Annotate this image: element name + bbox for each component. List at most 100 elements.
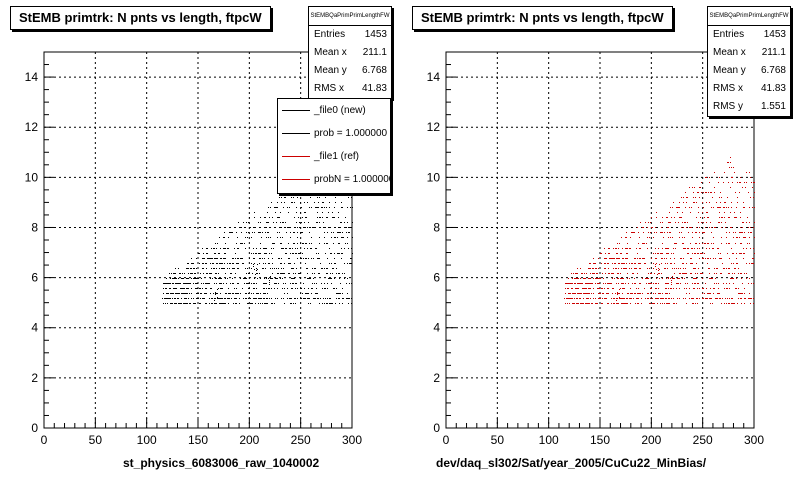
- scatter-point: [698, 192, 699, 193]
- scatter-point: [600, 253, 601, 254]
- scatter-point: [329, 227, 330, 228]
- scatter-point: [278, 283, 279, 284]
- scatter-point: [600, 298, 601, 299]
- scatter-point: [322, 212, 323, 213]
- scatter-point: [687, 253, 688, 254]
- scatter-point: [277, 207, 278, 208]
- scatter-point: [750, 248, 751, 249]
- x-tick-label: 150: [188, 433, 208, 447]
- scatter-point: [257, 293, 258, 294]
- scatter-point: [589, 303, 590, 304]
- scatter-point: [648, 273, 649, 274]
- scatter-point: [238, 248, 239, 249]
- scatter-point: [664, 232, 665, 233]
- scatter-point: [230, 293, 231, 294]
- scatter-point: [248, 283, 249, 284]
- scatter-point: [665, 263, 666, 264]
- scatter-point: [667, 303, 668, 304]
- scatter-point: [593, 263, 594, 264]
- scatter-point: [191, 293, 192, 294]
- scatter-point: [311, 237, 312, 238]
- scatter-point: [714, 273, 715, 274]
- scatter-point: [313, 278, 314, 279]
- scatter-point: [593, 288, 594, 289]
- scatter-point: [207, 248, 208, 249]
- scatter-point: [283, 283, 284, 284]
- scatter-point: [290, 253, 291, 254]
- scatter-point: [178, 268, 179, 269]
- scatter-point: [178, 293, 179, 294]
- scatter-point: [743, 248, 744, 249]
- scatter-point: [642, 258, 643, 259]
- scatter-point: [278, 217, 279, 218]
- scatter-point: [264, 293, 265, 294]
- scatter-point: [587, 298, 588, 299]
- scatter-point: [272, 217, 273, 218]
- scatter-point: [264, 217, 265, 218]
- scatter-point: [679, 207, 680, 208]
- scatter-point: [689, 207, 690, 208]
- scatter-point: [643, 243, 644, 244]
- scatter-point: [163, 293, 164, 294]
- scatter-point: [344, 263, 345, 264]
- scatter-point: [666, 303, 667, 304]
- scatter-point: [684, 222, 685, 223]
- scatter-point: [253, 266, 254, 267]
- scatter-point: [724, 212, 725, 213]
- scatter-point: [736, 288, 737, 289]
- legend-swatch: [282, 156, 310, 157]
- scatter-point: [258, 232, 259, 233]
- scatter-point: [187, 268, 188, 269]
- scatter-point: [293, 243, 294, 244]
- scatter-point: [631, 293, 632, 294]
- scatter-point: [167, 283, 168, 284]
- scatter-point: [270, 237, 271, 238]
- scatter-point: [746, 182, 747, 183]
- scatter-point: [732, 253, 733, 254]
- scatter-point: [299, 253, 300, 254]
- scatter-point: [632, 232, 633, 233]
- scatter-point: [705, 192, 706, 193]
- scatter-point: [342, 237, 343, 238]
- scatter-point: [630, 248, 631, 249]
- scatter-point: [306, 268, 307, 269]
- left-stats-name: StEMBQaPrimPrimLengthFW: [309, 7, 391, 26]
- scatter-point: [695, 268, 696, 269]
- scatter-point: [614, 298, 615, 299]
- scatter-point: [342, 298, 343, 299]
- scatter-point: [569, 283, 570, 284]
- scatter-point: [627, 273, 628, 274]
- scatter-point: [740, 243, 741, 244]
- scatter-point: [616, 298, 617, 299]
- scatter-point: [750, 298, 751, 299]
- scatter-point: [739, 182, 740, 183]
- scatter-point: [191, 298, 192, 299]
- scatter-point: [327, 232, 328, 233]
- scatter-point: [619, 298, 620, 299]
- scatter-point: [692, 303, 693, 304]
- scatter-point: [295, 283, 296, 284]
- scatter-point: [703, 288, 704, 289]
- scatter-point: [314, 273, 315, 274]
- scatter-point: [615, 268, 616, 269]
- scatter-point: [300, 202, 301, 203]
- scatter-point: [625, 248, 626, 249]
- scatter-point: [272, 273, 273, 274]
- scatter-point: [602, 273, 603, 274]
- scatter-point: [651, 217, 652, 218]
- scatter-point: [620, 278, 621, 279]
- scatter-point: [586, 303, 587, 304]
- scatter-point: [270, 268, 271, 269]
- scatter-point: [700, 187, 701, 188]
- scatter-point: [205, 288, 206, 289]
- scatter-point: [602, 298, 603, 299]
- scatter-point: [332, 273, 333, 274]
- scatter-point: [217, 298, 218, 299]
- scatter-point: [616, 253, 617, 254]
- scatter-point: [297, 227, 298, 228]
- x-tick-label: 250: [291, 433, 311, 447]
- scatter-point: [268, 232, 269, 233]
- scatter-point: [730, 212, 731, 213]
- scatter-point: [213, 268, 214, 269]
- scatter-point: [603, 283, 604, 284]
